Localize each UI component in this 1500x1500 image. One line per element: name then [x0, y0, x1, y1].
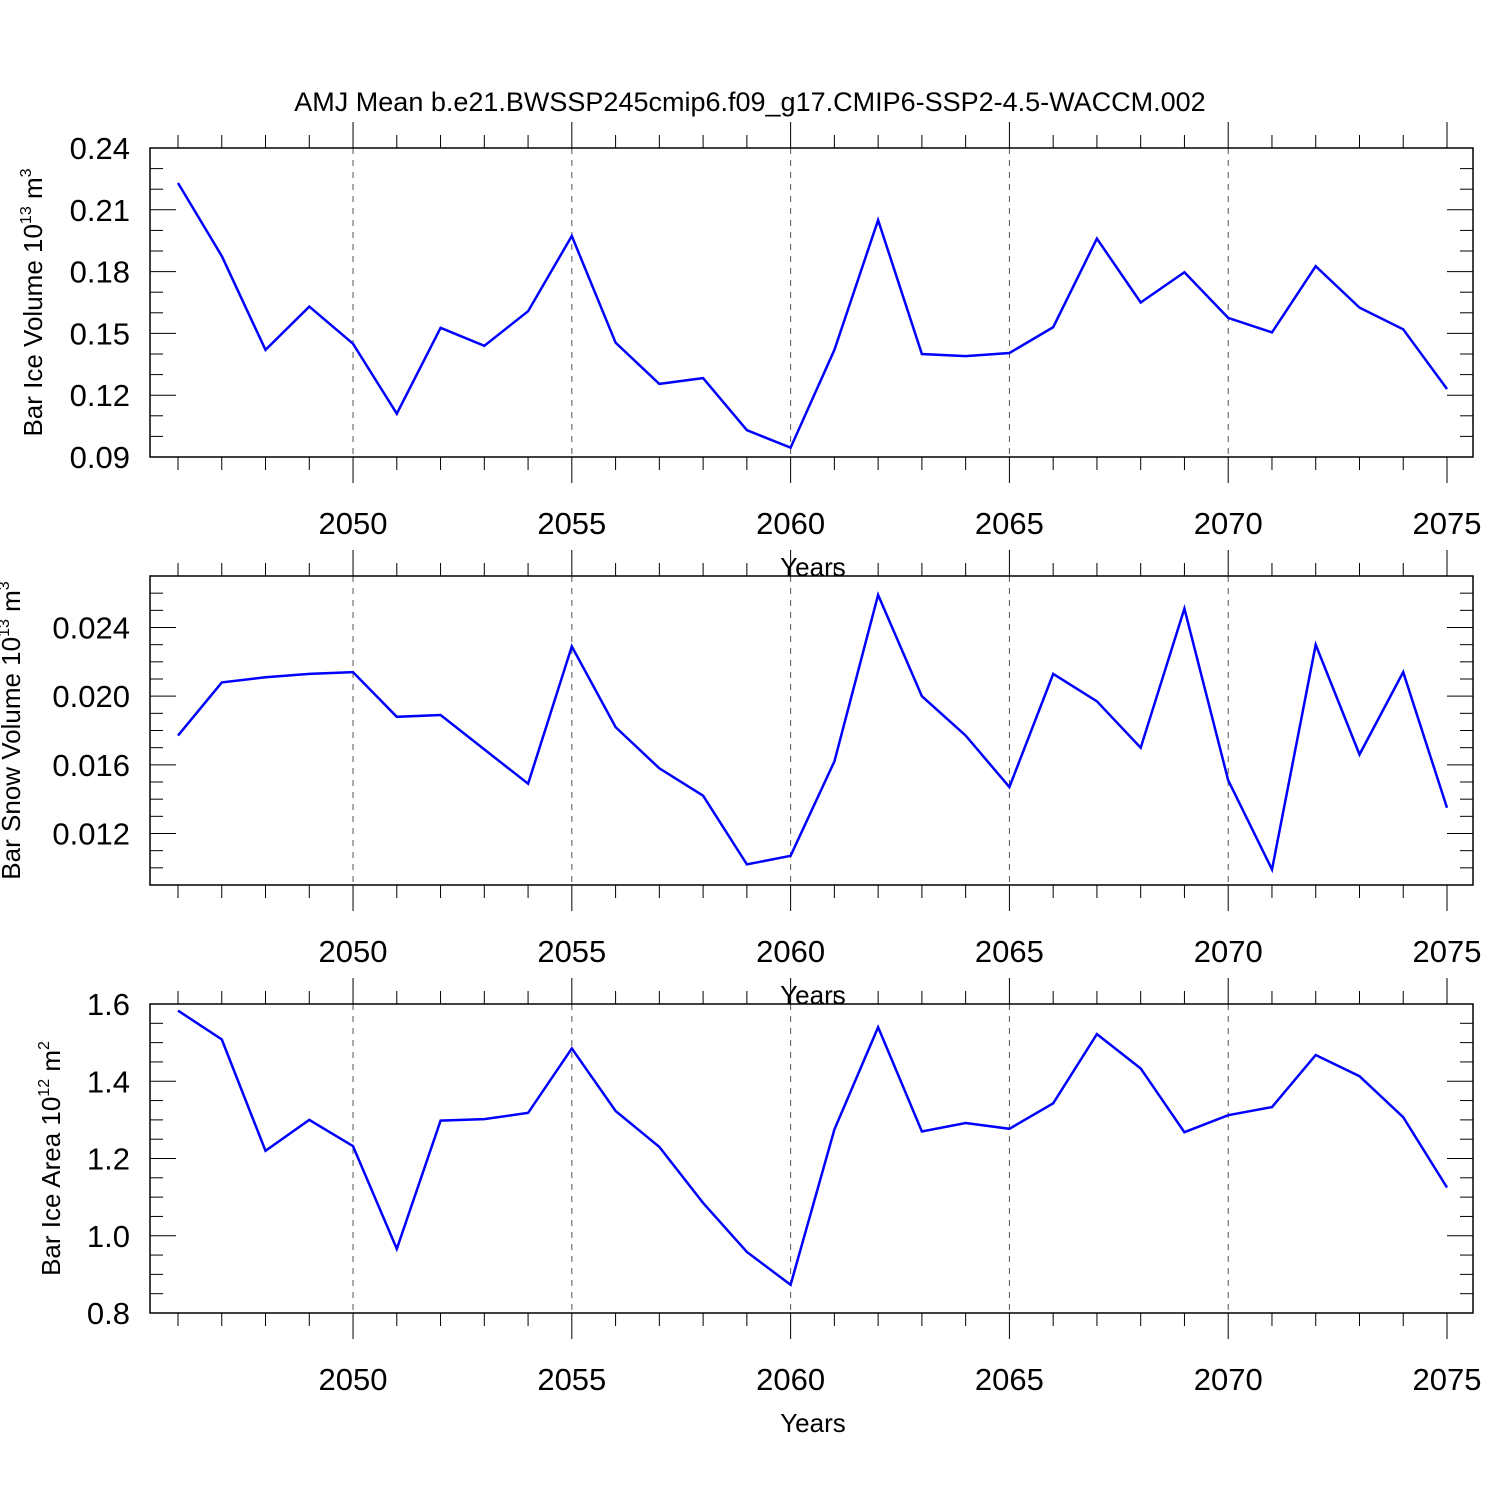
x-tick-label: 2065: [975, 934, 1044, 969]
panels: 2050 2055 2060 2065 2070 2075 Years 0.09 0.12 0.1…: [0, 122, 1481, 1438]
y-axis-title-text: m: [18, 177, 48, 206]
x-tick-label: 2060: [756, 506, 825, 541]
y-tick-label: 0.012: [52, 817, 130, 852]
x-tick-label: 2075: [1413, 934, 1482, 969]
series-line: [176, 182, 1449, 450]
panel-2: 2050 2055 2060 2065 2070 2075 Years 0.012 0.016 0…: [0, 550, 1481, 1010]
series-line: [177, 1009, 1449, 1287]
y-tick-label: 1.0: [87, 1219, 130, 1254]
chart-title: AMJ Mean b.e21.BWSSP245cmip6.f09_g17.CMI…: [294, 87, 1205, 117]
x-tick-label: 2055: [537, 506, 606, 541]
x-axis-title: Years: [780, 980, 846, 1010]
x-tick-label: 2060: [756, 934, 825, 969]
x-tick-label: 2050: [319, 1362, 388, 1397]
y-tick-label: 1.4: [87, 1064, 130, 1099]
x-tick-label: 2055: [537, 1362, 606, 1397]
y-tick-label: 0.8: [87, 1296, 130, 1331]
y-axis-title-superscript: 2: [36, 1041, 53, 1050]
x-tick-label: 2050: [319, 506, 388, 541]
x-tick-label: 2070: [1194, 1362, 1263, 1397]
y-axis-title-text: m: [36, 1050, 66, 1079]
y-tick-label: 0.020: [52, 679, 130, 714]
y-axis-title-text: Bar Snow Volume 10: [0, 637, 26, 880]
y-axis-title: Bar Ice Volume 1013 m3: [18, 168, 48, 436]
y-axis-title-superscript: 3: [0, 581, 13, 590]
y-tick-label: 1.2: [87, 1142, 130, 1177]
panel-3: 2050 2055 2060 2065 2070 2075 Years 0.8 1.0 1.2 1.…: [36, 978, 1481, 1438]
x-tick-label: 2065: [975, 506, 1044, 541]
y-tick-label: 0.12: [70, 378, 130, 413]
plot-frame: [149, 147, 1474, 458]
x-tick-label: 2065: [975, 1362, 1044, 1397]
y-tick-label: 0.09: [70, 440, 130, 475]
x-tick-label: 2075: [1413, 506, 1482, 541]
x-axis-title: Years: [780, 1408, 846, 1438]
series-line: [177, 591, 1449, 874]
y-axis-title-superscript: 3: [18, 168, 35, 177]
y-axis-title-text: Bar Ice Area 10: [36, 1097, 66, 1276]
x-tick-label: 2070: [1194, 934, 1263, 969]
y-axis-title-text: Bar Ice Volume 10: [18, 224, 48, 436]
y-tick-label: 0.18: [70, 255, 130, 290]
x-tick-label: 2050: [319, 934, 388, 969]
y-axis-title-superscript: 13: [18, 206, 35, 224]
y-tick-label: 0.24: [70, 131, 130, 166]
y-tick-label: 0.024: [52, 611, 130, 646]
y-tick-label: 1.6: [87, 987, 130, 1022]
x-tick-label: 2060: [756, 1362, 825, 1397]
x-tick-label: 2075: [1413, 1362, 1482, 1397]
y-tick-label: 0.15: [70, 316, 130, 351]
y-axis-title: Bar Ice Area 1012 m2: [36, 1041, 66, 1276]
y-axis-title-superscript: 12: [36, 1079, 53, 1097]
x-tick-label: 2055: [537, 934, 606, 969]
y-axis-title-text: m: [0, 590, 26, 619]
panel-1: 2050 2055 2060 2065 2070 2075 Years 0.09 0.12 0.1…: [18, 122, 1481, 582]
y-tick-label: 0.21: [70, 193, 130, 228]
y-axis-title-superscript: 13: [0, 619, 13, 637]
y-axis-title: Bar Snow Volume 1013 m3: [0, 581, 26, 880]
x-axis-title: Years: [780, 552, 846, 582]
y-tick-label: 0.016: [52, 748, 130, 783]
x-tick-label: 2070: [1194, 506, 1263, 541]
